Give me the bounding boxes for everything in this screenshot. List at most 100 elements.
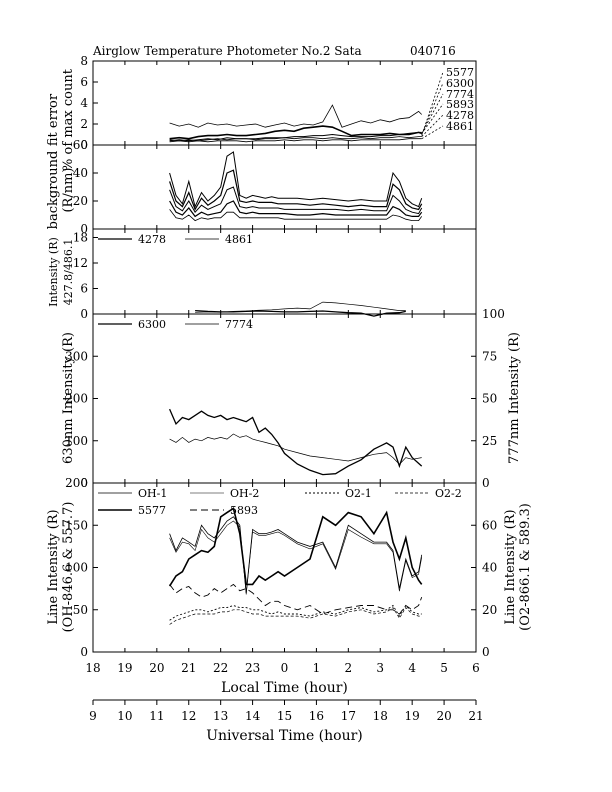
chart-date: 040716 [410,44,456,58]
fit-error-ylabel: fit error [46,93,61,146]
intensity-blue-ytick-label: 6 [80,282,88,296]
local-time-tick-label: 21 [181,661,196,675]
intensity-blue-legend: 4278 4861 [98,233,253,246]
line-intensity-legend-label: O2-2 [435,487,462,500]
intensity-blue-ylabel: Intensity (R) [47,237,60,307]
intensity-630-ylabel: 630nm Intensity (R) [61,332,76,464]
intensity-630-ytick-label: 0 [80,476,88,490]
ut-tick-label: 21 [468,709,483,723]
fit-error-annotation-leader [421,71,444,136]
line-intensity-legend-label: OH-2 [230,487,259,500]
ut-tick-label: 15 [277,709,292,723]
ut-tick-label: 20 [436,709,451,723]
local-time-tick-label: 6 [472,661,480,675]
local-time-tick-label: 22 [213,661,228,675]
fit-error-annotation-label: 4278 [446,109,474,122]
local-time-tick-label: 2 [345,661,353,675]
fit-error-ytick-label: 0 [80,138,88,152]
line-intensity-ylabel-right: (O2-866.1 & 589.3) [518,503,533,631]
line-intensity-series-5577 [168,507,423,587]
ut-tick-label: 9 [89,709,97,723]
local-time-tick-label: 23 [245,661,260,675]
line-intensity-ytick-label: 150 [65,518,88,532]
line-intensity-series-oh-2 [169,520,422,595]
ut-tick-label: 16 [309,709,324,723]
fit-error-annotation-label: 5577 [446,66,474,79]
line-intensity-ytick-label: 200 [65,476,88,490]
intensity-630-ytick-right-label: 75 [482,349,497,363]
local-time-tick-label: 20 [149,661,164,675]
ut-tick-label: 17 [341,709,356,723]
fit-error-series-4 [169,136,422,142]
local-time-tick-label: 5 [440,661,448,675]
intensity-630-ytick-right-label: 100 [482,307,505,321]
line-intensity-ytick-right-label: 40 [482,561,497,575]
line-intensity-ylabel-right: Line Intensity (R) [503,509,518,624]
line-intensity-ytick-right-label: 20 [482,603,497,617]
line-intensity-series-oh-1 [169,516,423,593]
intensity-630-ytick-right-label: 0 [482,476,490,490]
background-series-2 [169,169,423,211]
fit-error-annotation-label: 4861 [446,120,474,133]
intensity-630-ytick-label: 100 [65,434,88,448]
line-intensity-ylabel: Line Intensity (R) [46,509,61,624]
fit-error-annotation-leader [421,82,444,135]
background-ytick-label: 60 [73,138,88,152]
intensity-630-series-7774 [169,433,422,465]
line-intensity-ytick-label: 100 [65,561,88,575]
intensity-blue-ytick-label: 18 [73,231,88,245]
line-intensity-legend-label: O2-1 [345,487,372,500]
line-intensity-series-o2-2 [169,607,422,625]
ut-tick-label: 19 [405,709,420,723]
ut-axis-label: Universal Time (hour) [206,728,363,744]
fit-error-annotation-label: 5893 [446,98,474,111]
intensity-630-legend-label: 6300 [138,318,166,331]
intensity-630-frame [92,313,477,484]
intensity-blue-series-4278 [195,309,406,317]
fit-error-ytick-label: 4 [80,96,88,110]
local-time-tick-label: 0 [281,661,289,675]
intensity-blue-ytick-label: 0 [80,307,88,321]
intensity-blue-series-4861 [195,301,406,313]
panel-intensity-blue: 0 6 12 18 Intensity (R) 427.8/486.1 4278 4861 [47,228,477,321]
intensity-630-series-6300 [169,408,423,476]
local-time-tick-label: 4 [408,661,416,675]
local-time-tick-label: 1 [313,661,321,675]
line-intensity-ylabel: (OH-846.6 & 557.7) [61,502,76,633]
fit-error-series-1 [169,104,422,128]
fit-error-annotation-label: 6300 [446,77,474,90]
line-intensity-series-5893 [169,583,423,615]
ut-tick-label: 10 [117,709,132,723]
ut-tick-label: 11 [149,709,164,723]
ut-tick-label: 13 [213,709,228,723]
background-ytick-label: 0 [80,222,88,236]
fit-error-annotation-leader [421,125,444,140]
line-intensity-legend-label: OH-1 [138,487,167,500]
intensity-630-ylabel-right: 777nm Intensity (R) [507,332,522,464]
fit-error-ytick-label: 8 [80,54,88,68]
fit-error-ytick-label: 6 [80,75,88,89]
background-series-3 [169,186,423,215]
intensity-630-ytick-right-label: 50 [482,392,497,406]
fit-error-ytick-label: 2 [80,117,88,131]
local-time-tick-label: 18 [85,661,100,675]
background-series-5 [169,209,423,222]
background-ytick-label: 40 [73,166,88,180]
line-intensity-legend-label: 5577 [138,504,166,517]
fit-error-series-2 [169,125,422,140]
line-intensity-ytick-right-label: 0 [482,645,490,659]
intensity-blue-ylabel: 427.8/486.1 [62,239,75,306]
background-series-4 [169,200,423,218]
local-time-tick-label: 3 [376,661,384,675]
intensity-630-ytick-label: 300 [65,349,88,363]
intensity-blue-legend-label: 4278 [138,233,166,246]
line-intensity-legend-label: 5893 [230,504,258,517]
fit-error-series-5 [169,138,422,143]
ut-tick-label: 12 [181,709,196,723]
line-intensity-series-o2-1 [169,604,422,621]
fit-error-annotation-leader [421,114,444,137]
